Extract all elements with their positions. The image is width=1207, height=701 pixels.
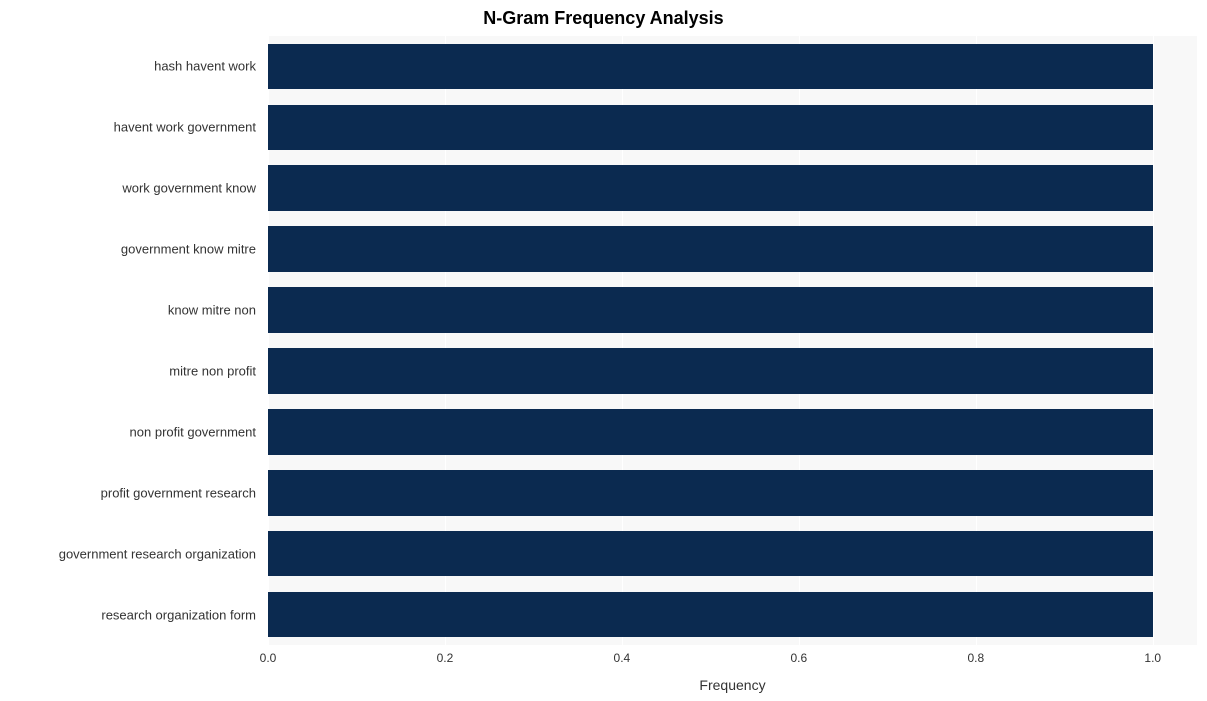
bar (268, 470, 1153, 516)
chart-title: N-Gram Frequency Analysis (0, 8, 1207, 29)
bar (268, 165, 1153, 211)
x-tick-label: 0.4 (614, 651, 631, 665)
y-tick-label: government know mitre (0, 242, 262, 257)
y-tick-label: hash havent work (0, 59, 262, 74)
x-tick-label: 0.0 (260, 651, 277, 665)
plot-area: 0.00.20.40.60.81.0 (268, 36, 1197, 645)
bar (268, 105, 1153, 151)
x-tick-label: 0.6 (791, 651, 808, 665)
bar-row (268, 165, 1197, 211)
bar-row (268, 287, 1197, 333)
y-tick-label: research organization form (0, 607, 262, 622)
bar (268, 44, 1153, 90)
ngram-chart: N-Gram Frequency Analysis 0.00.20.40.60.… (0, 0, 1207, 701)
bar (268, 409, 1153, 455)
bar (268, 531, 1153, 577)
y-tick-label: mitre non profit (0, 363, 262, 378)
bar-row (268, 44, 1197, 90)
bar-row (268, 409, 1197, 455)
bar-row (268, 226, 1197, 272)
y-tick-label: profit government research (0, 485, 262, 500)
bar (268, 287, 1153, 333)
y-tick-label: havent work government (0, 120, 262, 135)
x-tick-label: 1.0 (1144, 651, 1161, 665)
bar-row (268, 105, 1197, 151)
y-tick-label: non profit government (0, 424, 262, 439)
bar-row (268, 531, 1197, 577)
y-tick-label: government research organization (0, 546, 262, 561)
bar-row (268, 592, 1197, 638)
bar (268, 592, 1153, 638)
x-axis-label: Frequency (268, 677, 1197, 693)
bar (268, 226, 1153, 272)
bar-row (268, 470, 1197, 516)
y-tick-label: know mitre non (0, 303, 262, 318)
x-tick-label: 0.8 (967, 651, 984, 665)
bar (268, 348, 1153, 394)
y-tick-label: work government know (0, 181, 262, 196)
x-tick-label: 0.2 (437, 651, 454, 665)
bar-row (268, 348, 1197, 394)
